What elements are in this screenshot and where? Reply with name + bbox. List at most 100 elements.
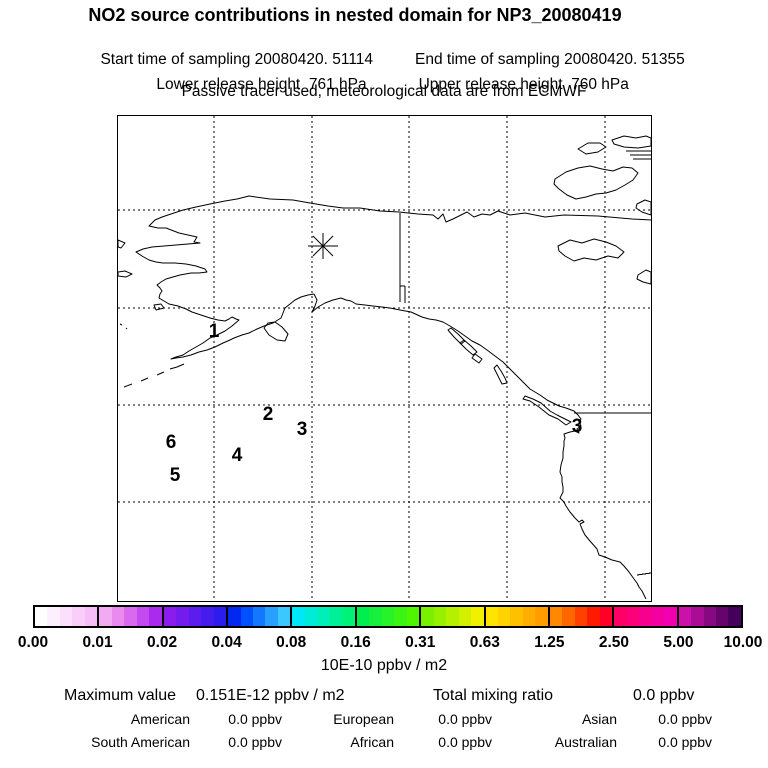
maximum-value: 0.151E-12 ppbv / m2 xyxy=(196,687,345,704)
colorbar-cell xyxy=(587,607,600,626)
start-time-label: Start time of sampling 20080420. 51114 xyxy=(100,51,374,68)
continent-value: 0.0 ppbv xyxy=(228,734,282,750)
continent-name: American xyxy=(130,711,190,727)
upper-release-label: Upper release height 760 hPa xyxy=(418,76,629,93)
colorbar-tick-label: 0.16 xyxy=(340,634,371,651)
colorbar-cell xyxy=(124,607,137,626)
colorbar-tick-label: 0.31 xyxy=(405,634,436,651)
colorbar-cell xyxy=(678,607,692,626)
colorbar-cell xyxy=(562,607,575,626)
continent-name: European xyxy=(333,711,394,727)
colorbar-cell xyxy=(342,607,355,626)
colorbar-tick-labels: 0.00 0.01 0.02 0.04 0.08 0.16 0.31 0.63 1.25 2.50… xyxy=(18,634,762,654)
colorbar-cell xyxy=(614,607,627,626)
colorbar-cell xyxy=(651,607,665,626)
st-lawrence-island xyxy=(118,270,133,278)
colorbar-segment xyxy=(97,607,162,626)
colorbar-cell xyxy=(35,607,48,626)
trajectory-marker-6: 6 xyxy=(166,432,177,453)
colorbar-cell xyxy=(72,607,85,626)
trajectory-marker-2: 2 xyxy=(263,404,274,425)
colorbar-cell xyxy=(639,607,652,626)
trajectory-markers: 1 2 3 4 5 6 3 xyxy=(166,321,583,486)
colorbar-cell xyxy=(213,607,227,626)
colorbar-cell xyxy=(84,607,98,626)
colorbar-segment xyxy=(419,607,484,626)
colorbar-cell xyxy=(292,607,305,626)
colorbar-segment xyxy=(676,607,741,626)
colorbar-segment xyxy=(483,607,548,626)
colorbar-segment xyxy=(161,607,227,626)
coastline xyxy=(118,135,651,600)
colorbar-cell xyxy=(703,607,716,626)
colorbar-cell xyxy=(201,607,214,626)
colorbar-cell xyxy=(691,607,704,626)
colorbar-cell xyxy=(111,607,125,626)
nunivak-island xyxy=(153,303,165,311)
colorbar-cell xyxy=(549,607,563,626)
colorbar-cell xyxy=(599,607,613,626)
continent-name: South American xyxy=(91,734,190,750)
colorbar-segment xyxy=(547,607,613,626)
colorbar-cell xyxy=(317,607,330,626)
sampling-times-line: Start time of sampling 20080420. 51114 E… xyxy=(0,33,768,87)
colorbar-cell xyxy=(535,607,548,626)
kodiak-island xyxy=(263,321,289,342)
continent-value: 0.0 ppbv xyxy=(228,711,282,727)
total-mixing-ratio-value: 0.0 ppbv xyxy=(633,687,695,704)
colorbar-cell xyxy=(421,607,434,626)
map-gridlines xyxy=(118,116,651,601)
colorbar-cell xyxy=(510,607,523,626)
colorbar-tick-label: 0.02 xyxy=(146,634,178,651)
colorbar-cell xyxy=(188,607,202,626)
arctic-island-2 xyxy=(611,135,651,149)
maximum-value-line: Maximum value 0.151E-12 ppbv / m2 Total … xyxy=(0,687,768,707)
colorbar-cell xyxy=(574,607,588,626)
colorbar-cell xyxy=(277,607,291,626)
colorbar-cell xyxy=(176,607,189,626)
continent-value: 0.0 ppbv xyxy=(658,711,712,727)
haida-gwaii-island xyxy=(493,364,508,385)
colorbar-cell xyxy=(228,607,241,626)
release-point-marker xyxy=(308,233,338,259)
colorbar-cell xyxy=(136,607,150,626)
colorbar-tick-label: 0.01 xyxy=(82,634,113,651)
us-mexico-border xyxy=(636,572,651,576)
colorbar-cell xyxy=(329,607,343,626)
colorbar-cell xyxy=(458,607,472,626)
colorbar-cell xyxy=(381,607,395,626)
alexander-archipelago-3 xyxy=(471,353,483,364)
maximum-value-label: Maximum value xyxy=(64,687,177,704)
great-slave-lake-partial xyxy=(636,269,651,285)
colorbar xyxy=(33,605,743,628)
tracer-note: Passive tracer used, meteorological data… xyxy=(181,83,587,100)
colorbar-segment xyxy=(612,607,677,626)
trajectory-marker-3: 3 xyxy=(297,419,308,440)
colorbar-tick-label: 5.00 xyxy=(663,634,694,651)
colorbar-units: 10E-10 ppbv / m2 xyxy=(320,657,448,674)
continent-value: 0.0 ppbv xyxy=(658,734,712,750)
colorbar-cell xyxy=(522,607,536,626)
trajectory-marker-4: 4 xyxy=(232,445,243,466)
trajectory-marker-5: 5 xyxy=(170,465,181,486)
colorbar-cell xyxy=(59,607,73,626)
colorbar-cell xyxy=(163,607,177,626)
trajectory-marker-1: 1 xyxy=(209,321,220,342)
colorbar-segment xyxy=(35,607,98,626)
political-borders xyxy=(399,213,651,576)
lower-release-label: Lower release height 761 hPa xyxy=(156,76,367,93)
vancouver-island xyxy=(522,395,572,426)
colorbar-cell xyxy=(664,607,677,626)
colorbar-cell xyxy=(471,607,484,626)
colorbar-cell xyxy=(265,607,278,626)
colorbar-tick-label: 0.00 xyxy=(17,634,49,651)
colorbar-cell xyxy=(406,607,420,626)
colorbar-tick-label: 0.08 xyxy=(276,634,307,651)
colorbar-cell xyxy=(47,607,60,626)
trajectory-marker-3: 3 xyxy=(572,416,583,437)
colorbar-tick-label: 2.50 xyxy=(598,634,629,651)
colorbar-cell xyxy=(356,607,370,626)
colorbar-cell xyxy=(485,607,498,626)
colorbar-tick-label: 10.00 xyxy=(723,634,763,651)
colorbar-segment xyxy=(226,607,291,626)
